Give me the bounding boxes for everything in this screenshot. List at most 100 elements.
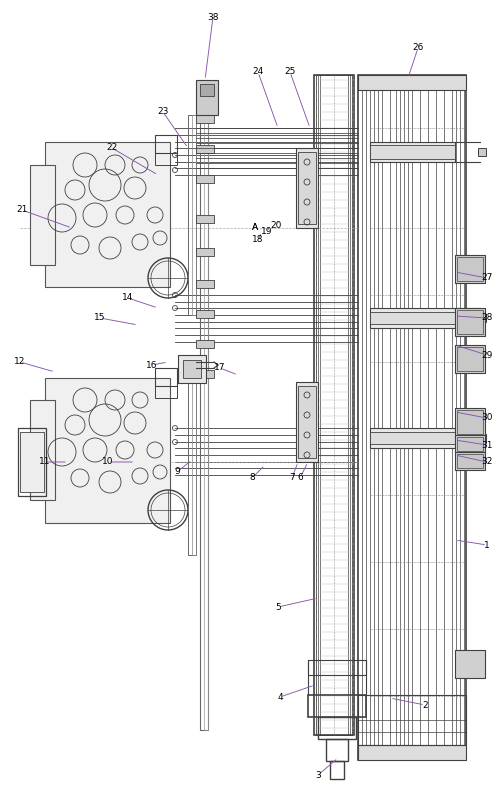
Text: 32: 32 bbox=[481, 458, 492, 467]
Text: 30: 30 bbox=[481, 414, 493, 423]
Bar bbox=[370, 142, 455, 162]
Bar bbox=[457, 310, 483, 334]
Bar bbox=[478, 434, 486, 442]
Bar bbox=[45, 142, 170, 287]
Bar bbox=[455, 452, 485, 470]
Bar bbox=[358, 745, 466, 760]
Bar bbox=[196, 145, 214, 153]
Bar bbox=[155, 386, 177, 398]
Bar bbox=[457, 347, 483, 371]
Bar bbox=[296, 382, 318, 462]
Text: 14: 14 bbox=[122, 293, 134, 303]
Text: 22: 22 bbox=[106, 144, 118, 153]
Bar bbox=[192, 115, 196, 315]
Bar bbox=[188, 115, 196, 315]
Bar bbox=[155, 368, 177, 386]
Text: 18: 18 bbox=[252, 236, 264, 244]
Bar bbox=[326, 739, 348, 761]
Bar bbox=[455, 308, 485, 336]
Bar bbox=[320, 75, 348, 735]
Text: 27: 27 bbox=[481, 273, 492, 283]
Text: A: A bbox=[252, 224, 258, 233]
Bar bbox=[30, 165, 55, 265]
Text: 8: 8 bbox=[249, 474, 255, 483]
Bar bbox=[298, 152, 316, 224]
Bar bbox=[316, 75, 352, 735]
Text: 17: 17 bbox=[214, 364, 226, 372]
Bar bbox=[296, 148, 318, 228]
Bar bbox=[308, 660, 366, 675]
Bar bbox=[455, 345, 485, 373]
Text: 31: 31 bbox=[481, 440, 493, 450]
Bar bbox=[308, 695, 366, 717]
Text: 4: 4 bbox=[277, 693, 283, 702]
Text: 16: 16 bbox=[146, 360, 158, 369]
Bar bbox=[457, 454, 483, 468]
Text: 24: 24 bbox=[253, 67, 264, 77]
Text: 15: 15 bbox=[94, 313, 106, 323]
Bar bbox=[196, 340, 214, 348]
Bar bbox=[200, 84, 214, 96]
Bar bbox=[358, 75, 466, 90]
Bar bbox=[314, 75, 354, 735]
Bar bbox=[20, 432, 44, 492]
Text: 38: 38 bbox=[207, 13, 219, 22]
Bar bbox=[196, 80, 218, 115]
Text: 20: 20 bbox=[271, 221, 282, 229]
Text: 9: 9 bbox=[174, 467, 180, 476]
Text: 21: 21 bbox=[17, 205, 28, 214]
Bar bbox=[457, 257, 483, 281]
Bar bbox=[457, 410, 483, 434]
Bar bbox=[370, 308, 455, 328]
Bar bbox=[370, 145, 455, 159]
Bar bbox=[455, 255, 485, 283]
Bar bbox=[370, 312, 455, 324]
Text: A: A bbox=[252, 224, 258, 233]
Bar bbox=[155, 153, 177, 165]
Bar bbox=[200, 80, 208, 730]
Text: 19: 19 bbox=[261, 228, 273, 237]
Bar bbox=[330, 761, 344, 779]
Bar bbox=[455, 408, 485, 436]
Bar bbox=[370, 428, 455, 448]
Text: 6: 6 bbox=[297, 474, 303, 483]
Text: 25: 25 bbox=[284, 67, 296, 77]
Bar bbox=[45, 378, 170, 523]
Text: 7: 7 bbox=[289, 474, 295, 483]
Bar bbox=[18, 428, 46, 496]
Bar bbox=[192, 355, 196, 555]
Bar bbox=[358, 695, 466, 745]
Bar bbox=[30, 400, 55, 500]
Bar bbox=[188, 355, 196, 555]
Text: 11: 11 bbox=[39, 458, 51, 467]
Text: 3: 3 bbox=[315, 770, 321, 780]
Text: 26: 26 bbox=[412, 43, 424, 53]
Bar bbox=[155, 135, 177, 153]
Bar bbox=[455, 650, 485, 678]
Bar bbox=[178, 355, 206, 383]
Bar bbox=[298, 386, 316, 458]
Bar bbox=[318, 75, 350, 735]
Bar bbox=[478, 314, 486, 322]
Bar bbox=[370, 432, 455, 444]
Bar bbox=[196, 370, 214, 378]
Text: 12: 12 bbox=[15, 357, 26, 367]
Text: 1: 1 bbox=[484, 540, 490, 550]
Text: 5: 5 bbox=[275, 602, 281, 611]
Bar bbox=[196, 248, 214, 256]
Bar bbox=[196, 215, 214, 223]
Bar bbox=[204, 80, 208, 730]
Text: 10: 10 bbox=[102, 458, 114, 467]
Bar bbox=[196, 310, 214, 318]
Text: 28: 28 bbox=[481, 313, 492, 323]
Bar bbox=[318, 717, 356, 739]
Bar bbox=[196, 280, 214, 288]
Bar bbox=[196, 115, 214, 123]
Text: 2: 2 bbox=[422, 701, 428, 710]
Bar bbox=[196, 175, 214, 183]
Text: 29: 29 bbox=[481, 351, 492, 360]
Bar bbox=[358, 75, 466, 760]
Bar bbox=[455, 435, 485, 453]
Text: 23: 23 bbox=[157, 108, 169, 117]
Bar bbox=[478, 148, 486, 156]
